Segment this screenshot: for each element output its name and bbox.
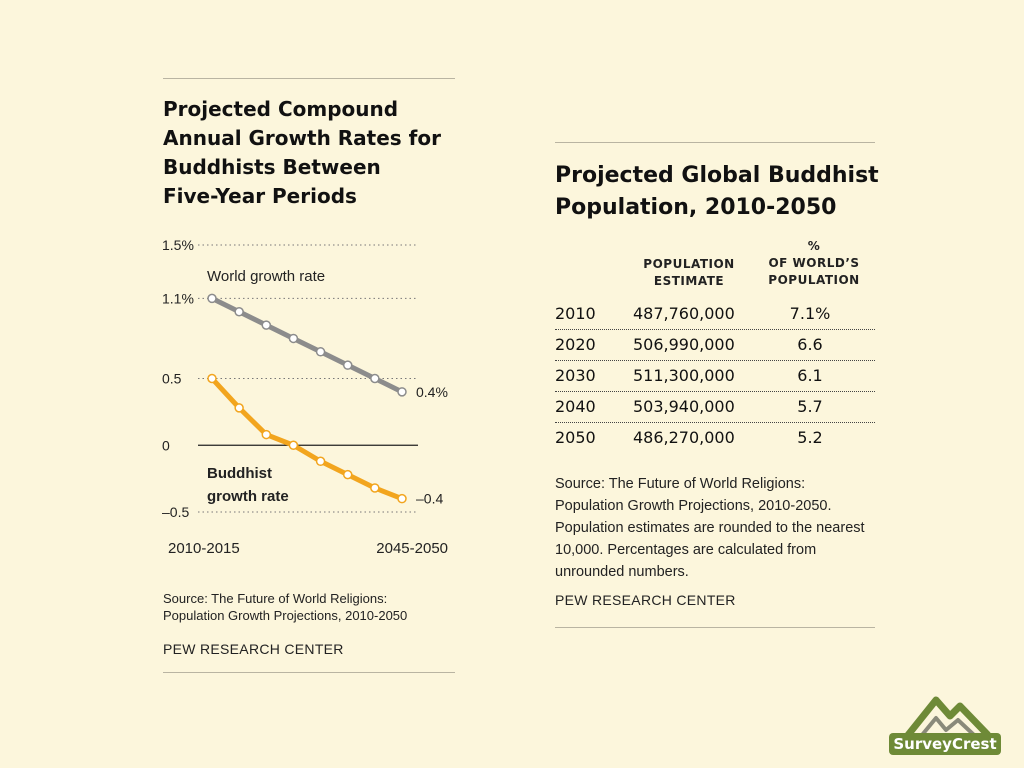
left-source: Source: The Future of World Religions: P… (163, 591, 408, 623)
table-cell-year: 2050 (555, 428, 596, 447)
table-row: 2010 487,760,000 7.1% (555, 298, 875, 330)
series-1-point-5 (342, 469, 353, 480)
table-cell-population: 503,940,000 (633, 397, 735, 416)
surveycrest-logo-text: SurveyCrest (889, 733, 1001, 755)
world-growth-label: World growth rate (207, 268, 325, 285)
series-1-end-label: –0.4 (416, 491, 443, 507)
table-cell-percent: 5.2 (797, 428, 823, 447)
series-1-point-4 (315, 456, 326, 467)
table-cell-year: 2020 (555, 335, 596, 354)
table-cell-percent: 5.7 (797, 397, 823, 416)
right-top-rule (555, 142, 875, 143)
table-cell-year: 2010 (555, 304, 596, 323)
left-top-rule (163, 78, 455, 79)
series-0-point-1 (234, 307, 244, 317)
table-cell-percent: 6.6 (797, 335, 823, 354)
surveycrest-logo-mountains (905, 696, 991, 738)
series-1-point-2 (261, 429, 272, 440)
buddhist-label-line1: Buddhist (207, 465, 272, 482)
table-row: 2030 511,300,000 6.1 (555, 360, 875, 392)
table-cell-population: 506,990,000 (633, 335, 735, 354)
growth-rate-line-chart: 1.5% 1.1% 0.5 0 –0.5 0.4% –0.4 World growth rat… (162, 237, 448, 555)
y-tick-label-2: 0.5 (162, 371, 182, 387)
left-chart-title: Projected Compound Annual Growth Rates f… (163, 97, 441, 208)
left-credit: PEW RESEARCH CENTER (163, 641, 344, 657)
series-0-point-4 (315, 347, 326, 357)
y-tick-label-0: 1.5% (162, 237, 194, 253)
table-row: 2020 506,990,000 6.6 (555, 329, 875, 361)
col-head-population: POPULATION ESTIMATE (643, 257, 735, 288)
right-table-title: Projected Global Buddhist Population, 20… (555, 163, 879, 220)
series-0-point-6 (370, 373, 380, 384)
series-0-point-5 (342, 360, 353, 370)
x-tick-label-1: 2045-2050 (376, 540, 448, 555)
col-head-percent: % OF WORLD’S POPULATION (768, 239, 860, 287)
series-1-point-3 (288, 440, 299, 450)
left-bottom-rule (163, 672, 455, 673)
series-0-point-3 (288, 333, 299, 344)
series-0-point-7 (397, 387, 407, 397)
table-row: 2050 486,270,000 5.2 (555, 422, 875, 453)
series-1-point-0 (207, 373, 217, 384)
series-1-point-1 (234, 403, 244, 413)
series-0-point-0 (207, 293, 217, 304)
series-1-point-6 (370, 483, 380, 493)
table-cell-population: 487,760,000 (633, 304, 735, 323)
y-tick-label-4: –0.5 (162, 504, 189, 520)
y-tick-label-3: 0 (162, 437, 170, 453)
table-cell-population: 511,300,000 (633, 366, 735, 385)
series-line-0 (210, 296, 404, 395)
right-bottom-rule (555, 627, 875, 628)
series-0-point-2 (261, 320, 272, 330)
right-credit: PEW RESEARCH CENTER (555, 592, 736, 608)
series-0-end-label: 0.4% (416, 384, 448, 400)
y-tick-label-1: 1.1% (162, 290, 194, 306)
table-cell-year: 2040 (555, 397, 596, 416)
series-line-1 (210, 376, 403, 501)
table-cell-percent: 7.1% (789, 304, 831, 323)
table-cell-percent: 6.1 (797, 366, 823, 385)
table-cell-population: 486,270,000 (633, 428, 735, 447)
right-source: Source: The Future of World Religions: P… (555, 476, 865, 580)
series-1-point-7 (397, 493, 407, 504)
x-tick-label-0: 2010-2015 (168, 540, 240, 555)
table-cell-year: 2030 (555, 366, 596, 385)
table-row: 2040 503,940,000 5.7 (555, 391, 875, 423)
buddhist-label-line2: growth rate (207, 488, 289, 505)
